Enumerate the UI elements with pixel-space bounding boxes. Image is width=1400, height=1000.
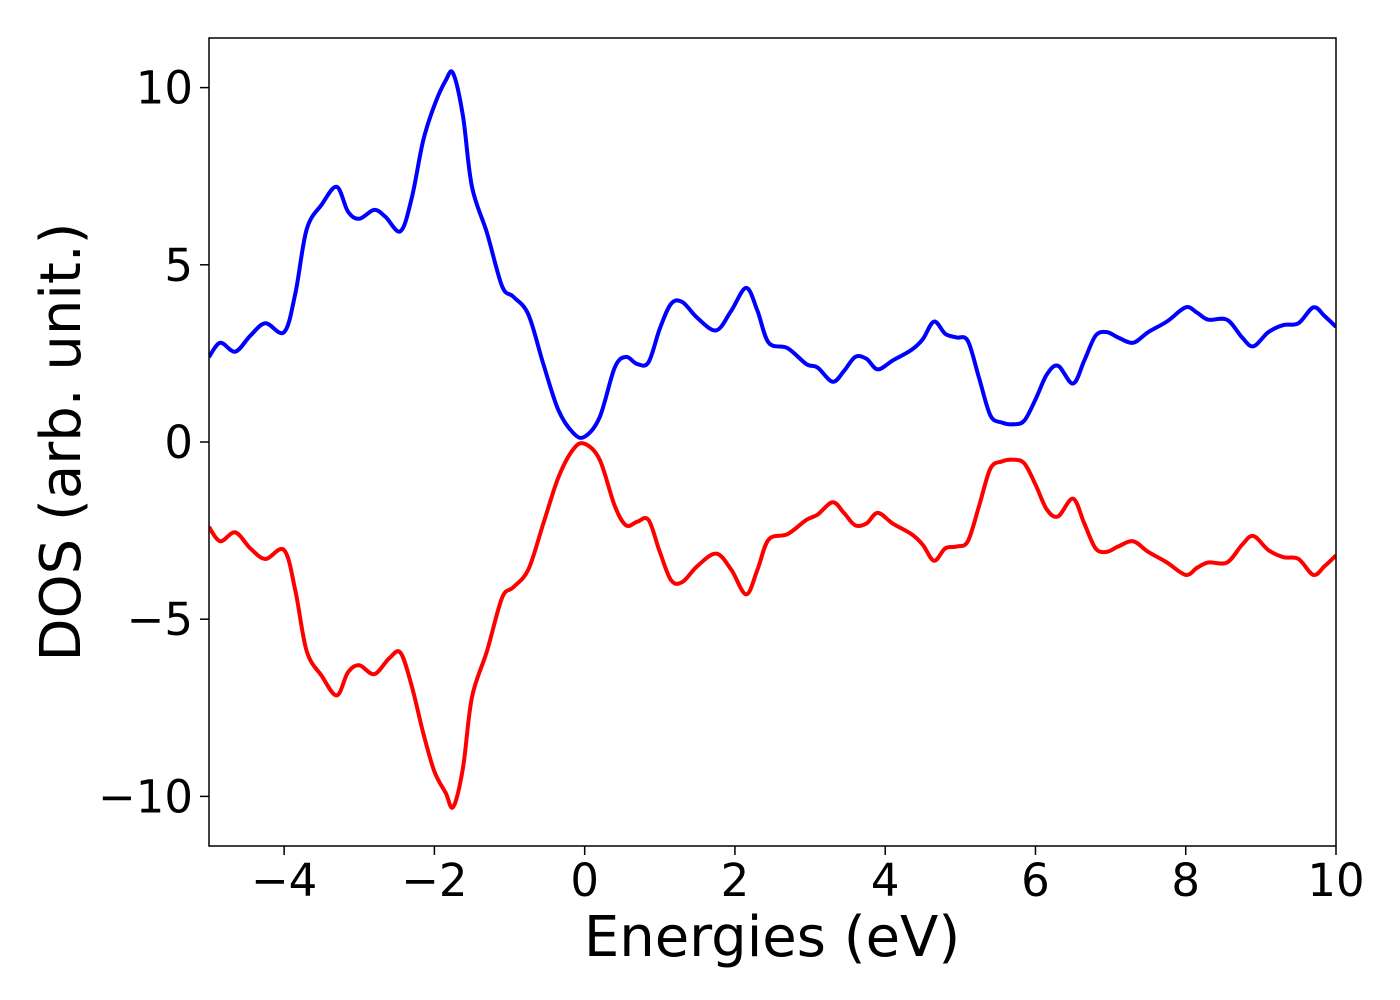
x-tick-label: 10 <box>1307 854 1364 907</box>
y-tick-label: −10 <box>98 770 193 823</box>
x-tick-label: 8 <box>1171 854 1200 907</box>
y-axis-label: DOS (arb. unit.) <box>29 222 94 661</box>
series-line-2 <box>209 441 1336 810</box>
y-tick-label: 5 <box>164 239 193 292</box>
x-axis-label: Energies (eV) <box>584 905 960 970</box>
x-tick-label: 0 <box>570 854 599 907</box>
y-tick-label: 10 <box>136 62 193 115</box>
x-tick-label: 4 <box>871 854 900 907</box>
x-axis: −4 −2 0 2 4 6 8 10 <box>251 846 1365 907</box>
x-tick-label: −4 <box>251 854 317 907</box>
series-line-1 <box>209 69 1336 440</box>
x-tick-label: 6 <box>1021 854 1050 907</box>
y-tick-label: −5 <box>127 593 193 646</box>
y-axis: 10 5 0 −5 −10 <box>98 62 209 823</box>
y-tick-label: 0 <box>164 416 193 469</box>
x-tick-label: −2 <box>401 854 467 907</box>
x-tick-label: 2 <box>721 854 750 907</box>
series-layer <box>209 69 1336 810</box>
